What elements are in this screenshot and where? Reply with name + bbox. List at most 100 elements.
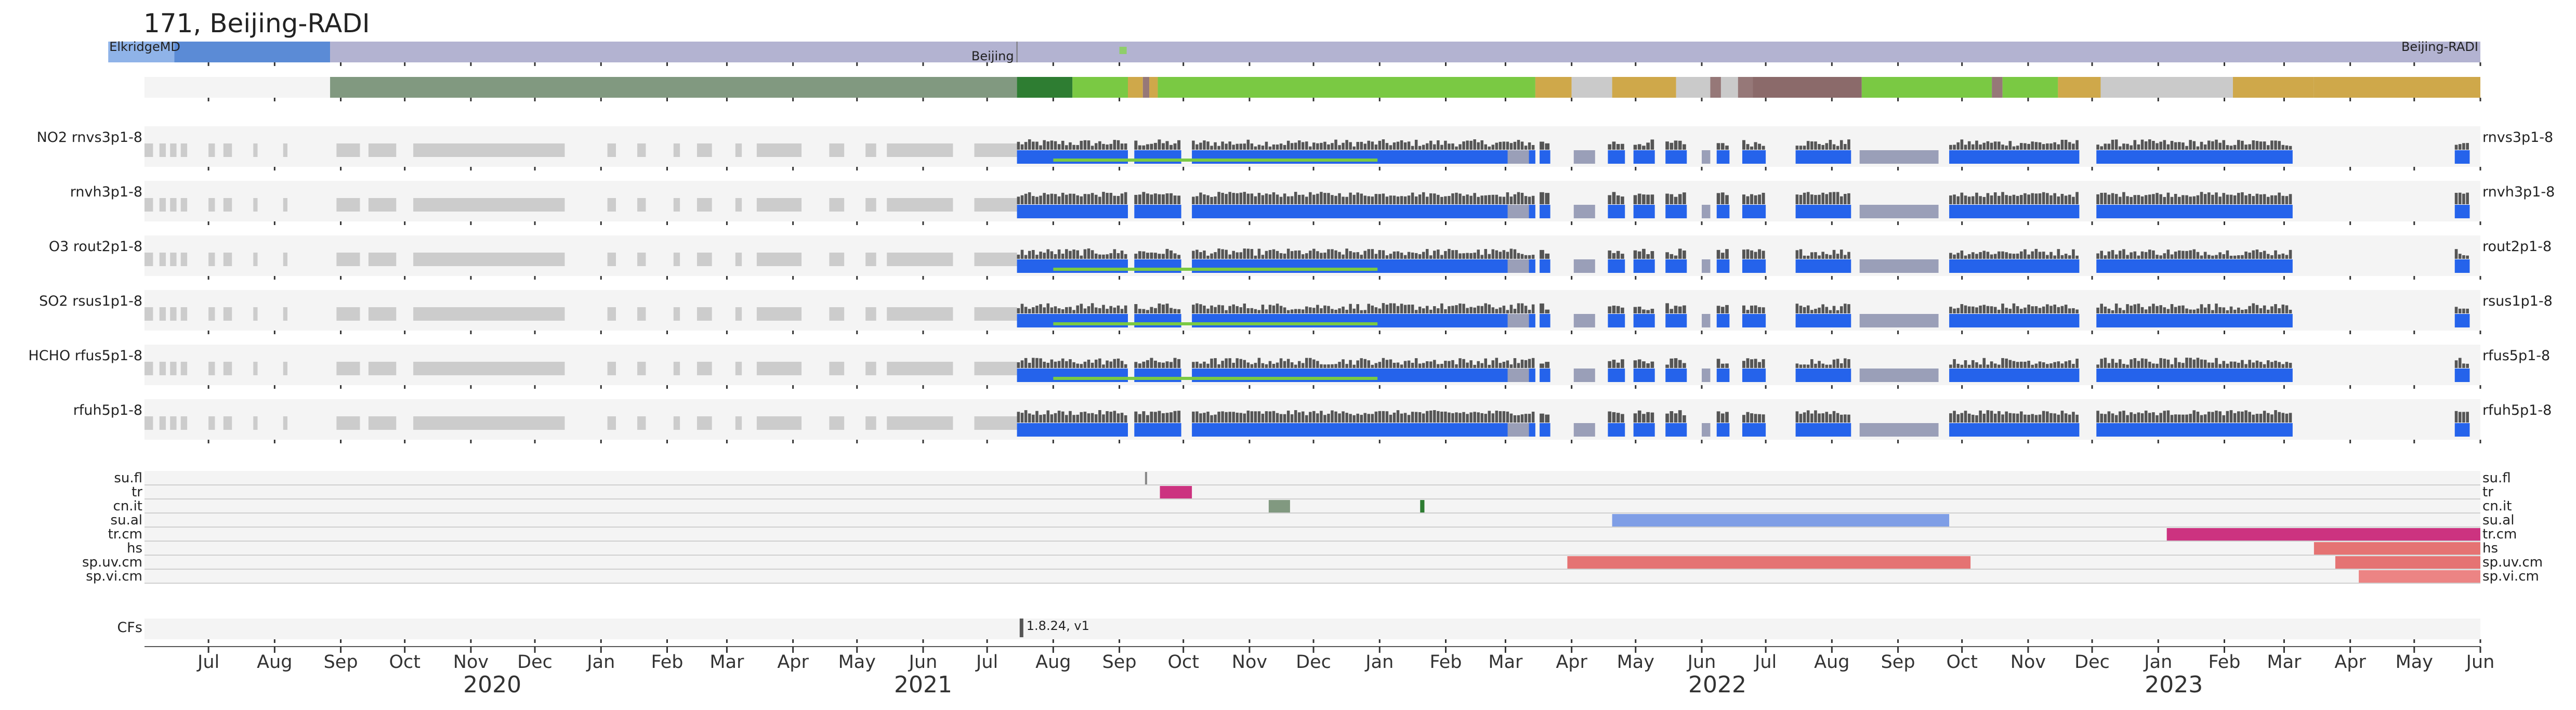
row5-dark-9-0 xyxy=(1795,411,1799,423)
row1-dark-1-6 xyxy=(1158,194,1161,204)
row3-dark-2-61 xyxy=(1414,310,1418,313)
row5-dark-6-4 xyxy=(1683,415,1686,423)
row1-dark-2-89 xyxy=(1517,192,1520,204)
row4-dark-8-3 xyxy=(1754,359,1757,368)
row1-dark-4-3 xyxy=(1621,196,1624,204)
row3-gray-15 xyxy=(735,307,742,321)
row2-dark-6-3 xyxy=(1678,248,1682,259)
row1-dark-11-41 xyxy=(2248,193,2251,204)
row0-dark-8-4 xyxy=(1758,143,1762,150)
row4-dark-9-6 xyxy=(1818,361,1821,368)
row1-dark-2-86 xyxy=(1506,192,1509,204)
row5-dark-11-8 xyxy=(2126,415,2129,423)
row0-dark-2-17 xyxy=(1254,146,1257,150)
row3-dark-6-2 xyxy=(1674,306,1678,313)
row2-blue-10 xyxy=(1949,259,2080,273)
row0-dark-2-68 xyxy=(1440,144,1443,150)
row0-dark-11-35 xyxy=(2226,145,2229,150)
row3-dark-1-5 xyxy=(1153,308,1157,313)
row1-dark-4-0 xyxy=(1608,195,1612,204)
row5-dark-11-29 xyxy=(2203,414,2207,423)
row3-dark-11-49 xyxy=(2278,308,2281,313)
row1-dark-5-4 xyxy=(1650,194,1654,204)
row1-gray-13 xyxy=(673,198,680,212)
row0-gray-11 xyxy=(607,143,616,157)
row3-dark-11-9 xyxy=(2130,306,2133,313)
row2-dark-1-10 xyxy=(1173,253,1177,259)
row4-gray-17 xyxy=(829,362,845,375)
row0-gray-20 xyxy=(974,143,1017,157)
row5-dark-0-13 xyxy=(1065,415,1068,423)
row4-dark-2-28 xyxy=(1294,364,1297,368)
row4-validity xyxy=(1053,377,1378,380)
row2-dark-10-22 xyxy=(2031,251,2034,259)
row2-mid-1 xyxy=(1573,259,1595,273)
row1-dark-2-47 xyxy=(1363,195,1367,204)
row5-dark-10-15 xyxy=(2005,411,2008,423)
row2-dark-2-75 xyxy=(1466,253,1469,259)
row5-dark-2-64 xyxy=(1425,411,1429,423)
row4-dark-0-17 xyxy=(1080,364,1083,368)
row5-dark-2-23 xyxy=(1276,413,1279,423)
row1-gray-17 xyxy=(829,198,845,212)
row4-dark-0-6 xyxy=(1039,358,1042,368)
row0-dark-10-31 xyxy=(2064,139,2068,150)
row2-gray-12 xyxy=(637,253,646,266)
row4-dark-11-39 xyxy=(2241,360,2244,368)
row5-dark-9-8 xyxy=(1825,412,1829,423)
row5-dark-11-5 xyxy=(2114,415,2118,423)
row2-dark-11-30 xyxy=(2207,255,2211,259)
row1-dark-11-11 xyxy=(2137,195,2140,204)
x-tick-label-10: May xyxy=(838,652,876,673)
x-tick-label-28: Nov xyxy=(2010,652,2046,673)
row0-dark-10-22 xyxy=(2031,141,2034,150)
row2-dark-2-5 xyxy=(1210,253,1213,259)
row5-dark-2-60 xyxy=(1411,412,1414,423)
row3-dark-2-84 xyxy=(1499,307,1502,313)
row2-gray-6 xyxy=(253,253,258,266)
product-row-label-right-4: rfus5p1-8 xyxy=(2482,348,2550,364)
row2-dark-10-11 xyxy=(1990,254,1993,259)
row2-dark-2-34 xyxy=(1316,251,1319,259)
row4-blue-11 xyxy=(2096,369,2293,382)
row4-dark-9-14 xyxy=(1847,359,1850,368)
row3-dark-2-3 xyxy=(1203,305,1206,313)
row2-dark-11-11 xyxy=(2137,255,2140,259)
row4-dark-11-9 xyxy=(2130,359,2133,368)
row1-dark-10-26 xyxy=(2046,193,2049,204)
row2-dark-10-23 xyxy=(2034,248,2038,259)
row0-dark-2-62 xyxy=(1418,146,1422,150)
row5-dark-9-10 xyxy=(1832,411,1836,423)
row3-dark-10-6 xyxy=(1971,306,1975,313)
row1-dark-10-16 xyxy=(2008,195,2012,204)
row3-dark-11-27 xyxy=(2196,308,2200,313)
x-tick-label-16: Nov xyxy=(1232,652,1267,673)
row3-dark-10-25 xyxy=(2042,306,2045,313)
row1-dark-2-72 xyxy=(1455,192,1458,204)
row2-dark-9-1 xyxy=(1799,249,1803,259)
row3-dark-2-44 xyxy=(1352,308,1356,313)
row3-dark-0-23 xyxy=(1102,305,1105,313)
row0-dark-0-12 xyxy=(1061,140,1064,150)
row1-dark-10-32 xyxy=(2068,194,2071,204)
row4-dark-9-5 xyxy=(1814,363,1817,368)
operation-segment-7 xyxy=(1535,77,1572,98)
row0-mid-2 xyxy=(1702,150,1711,164)
row5-dark-11-10 xyxy=(2133,414,2137,423)
row2-dark-11-20 xyxy=(2170,254,2174,259)
row1-dark-11-21 xyxy=(2174,194,2177,204)
row2-dark-2-64 xyxy=(1425,249,1429,259)
row2-dark-2-76 xyxy=(1469,253,1473,259)
x-tick-label-3: Oct xyxy=(389,652,420,673)
row5-dark-0-24 xyxy=(1106,411,1109,423)
row2-dark-10-27 xyxy=(2049,252,2053,259)
row2-dark-10-24 xyxy=(2038,252,2042,259)
row5-dark-2-44 xyxy=(1352,415,1356,423)
row3-dark-11-43 xyxy=(2255,305,2259,313)
row5-gray-2 xyxy=(170,416,177,430)
row4-dark-2-23 xyxy=(1276,362,1279,368)
row4-dark-9-3 xyxy=(1806,364,1810,368)
row4-dark-1-6 xyxy=(1158,362,1161,368)
row4-dark-2-34 xyxy=(1316,361,1319,368)
row5-dark-11-30 xyxy=(2207,412,2211,423)
